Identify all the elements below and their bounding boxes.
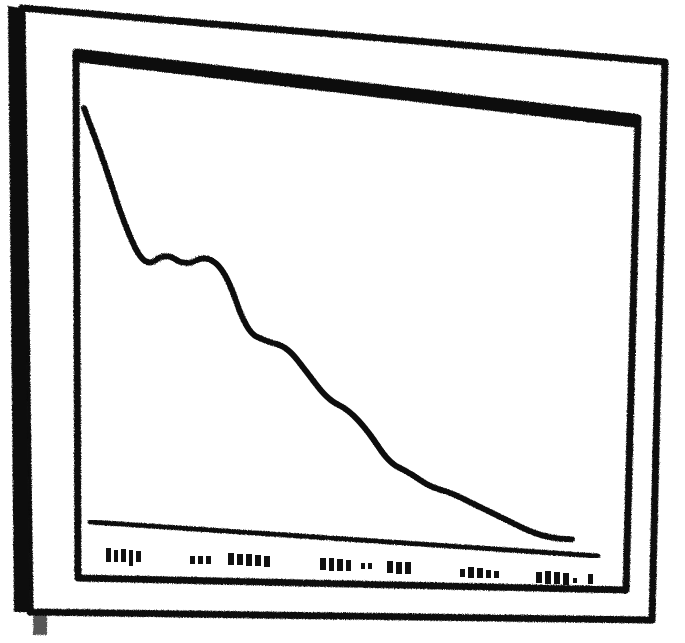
x-tick-label bbox=[220, 580, 231, 598]
x-tick-label bbox=[350, 586, 361, 604]
x-tick-scribble-5 bbox=[536, 571, 593, 585]
x-tick-scribble-2 bbox=[190, 553, 270, 567]
x-tick-label bbox=[550, 592, 561, 610]
x-axis-line bbox=[87, 519, 601, 559]
x-tick-scribble-3 bbox=[320, 558, 411, 574]
x-tick-label bbox=[110, 576, 121, 594]
x-tick-scribble-1 bbox=[106, 548, 141, 566]
outer-frame-left-edge bbox=[8, 6, 30, 612]
inner-frame bbox=[72, 48, 642, 594]
x-tick-scribble-4 bbox=[460, 567, 499, 578]
inner-frame-top-border bbox=[76, 50, 638, 128]
series-line bbox=[81, 105, 575, 543]
x-tick-label bbox=[470, 590, 481, 608]
x-tick-scribbles bbox=[106, 548, 593, 585]
